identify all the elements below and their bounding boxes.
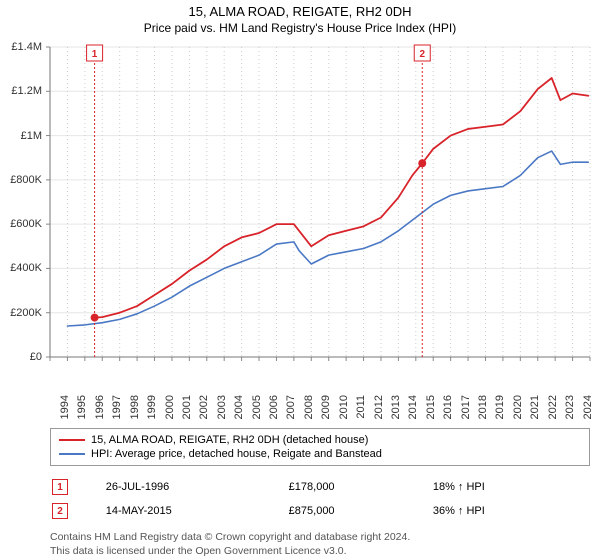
x-tick-label: 1997 bbox=[111, 395, 123, 425]
chart-title-block: 15, ALMA ROAD, REIGATE, RH2 0DH Price pa… bbox=[0, 0, 600, 37]
chart-area: 12 £0£200K£400K£600K£800K£1M£1.2M£1.4M19… bbox=[0, 37, 600, 422]
svg-text:1: 1 bbox=[92, 49, 98, 60]
x-tick-label: 1995 bbox=[76, 395, 88, 425]
y-tick-label: £0 bbox=[30, 351, 42, 363]
sale-price: £178,000 bbox=[289, 476, 431, 498]
x-tick-label: 2006 bbox=[268, 395, 280, 425]
x-tick-label: 2016 bbox=[442, 395, 454, 425]
x-tick-label: 2015 bbox=[425, 395, 437, 425]
x-tick-label: 2012 bbox=[373, 395, 385, 425]
sales-table: 1 26-JUL-1996£178,00018% ↑ HPI 2 14-MAY-201… bbox=[50, 474, 590, 524]
sale-marker-box: 2 bbox=[52, 503, 68, 519]
x-tick-label: 2019 bbox=[494, 395, 506, 425]
footer-line1: Contains HM Land Registry data © Crown c… bbox=[50, 530, 590, 544]
sales-row: 1 26-JUL-1996£178,00018% ↑ HPI bbox=[52, 476, 588, 498]
y-tick-label: £1.2M bbox=[11, 85, 42, 97]
legend-row: 15, ALMA ROAD, REIGATE, RH2 0DH (detache… bbox=[59, 433, 581, 447]
x-tick-label: 2017 bbox=[460, 395, 472, 425]
x-tick-label: 2000 bbox=[164, 395, 176, 425]
x-tick-label: 2008 bbox=[303, 395, 315, 425]
x-tick-label: 2002 bbox=[198, 395, 210, 425]
x-tick-label: 2014 bbox=[407, 395, 419, 425]
y-tick-label: £1.4M bbox=[11, 41, 42, 53]
chart-title-line1: 15, ALMA ROAD, REIGATE, RH2 0DH bbox=[0, 4, 600, 19]
y-tick-label: £800K bbox=[10, 174, 42, 186]
legend-swatch bbox=[59, 453, 85, 455]
x-tick-label: 2018 bbox=[477, 395, 489, 425]
sale-pct-vs-hpi: 36% ↑ HPI bbox=[433, 500, 588, 522]
x-tick-label: 2013 bbox=[390, 395, 402, 425]
sale-marker-box: 1 bbox=[52, 479, 68, 495]
y-tick-label: £1M bbox=[21, 130, 42, 142]
x-tick-label: 2004 bbox=[233, 395, 245, 425]
footer-line2: This data is licensed under the Open Gov… bbox=[50, 544, 590, 558]
chart-title-line2: Price paid vs. HM Land Registry's House … bbox=[0, 21, 600, 35]
legend-row: HPI: Average price, detached house, Reig… bbox=[59, 447, 581, 461]
y-tick-label: £200K bbox=[10, 307, 42, 319]
y-tick-label: £600K bbox=[10, 218, 42, 230]
x-tick-label: 2024 bbox=[582, 395, 594, 425]
x-tick-label: 2007 bbox=[285, 395, 297, 425]
sales-row: 2 14-MAY-2015£875,00036% ↑ HPI bbox=[52, 500, 588, 522]
x-tick-label: 2005 bbox=[251, 395, 263, 425]
x-tick-label: 2022 bbox=[547, 395, 559, 425]
legend-label: HPI: Average price, detached house, Reig… bbox=[91, 448, 382, 460]
legend-label: 15, ALMA ROAD, REIGATE, RH2 0DH (detache… bbox=[91, 434, 368, 446]
x-tick-label: 2021 bbox=[529, 395, 541, 425]
sale-date: 26-JUL-1996 bbox=[106, 476, 287, 498]
x-tick-label: 1999 bbox=[146, 395, 158, 425]
footer: Contains HM Land Registry data © Crown c… bbox=[50, 530, 590, 558]
y-tick-label: £400K bbox=[10, 262, 42, 274]
legend: 15, ALMA ROAD, REIGATE, RH2 0DH (detache… bbox=[50, 428, 590, 466]
svg-text:2: 2 bbox=[419, 49, 425, 60]
legend-swatch bbox=[59, 439, 85, 441]
x-tick-label: 1994 bbox=[59, 395, 71, 425]
chart-svg: 12 bbox=[0, 37, 600, 422]
x-tick-label: 1996 bbox=[94, 395, 106, 425]
sale-date: 14-MAY-2015 bbox=[106, 500, 287, 522]
sale-pct-vs-hpi: 18% ↑ HPI bbox=[433, 476, 588, 498]
x-tick-label: 2011 bbox=[355, 395, 367, 425]
x-tick-label: 2010 bbox=[338, 395, 350, 425]
x-tick-label: 2020 bbox=[512, 395, 524, 425]
x-tick-label: 2023 bbox=[564, 395, 576, 425]
x-tick-label: 2003 bbox=[216, 395, 228, 425]
x-tick-label: 2009 bbox=[320, 395, 332, 425]
sale-price: £875,000 bbox=[289, 500, 431, 522]
x-tick-label: 2001 bbox=[181, 395, 193, 425]
x-tick-label: 1998 bbox=[129, 395, 141, 425]
